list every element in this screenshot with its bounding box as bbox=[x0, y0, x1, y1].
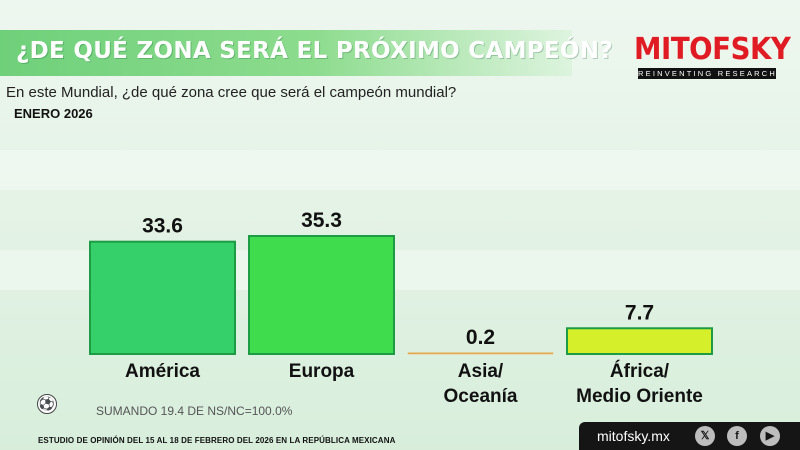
page-title: ¿DE QUÉ ZONA SERÁ EL PRÓXIMO CAMPEÓN? bbox=[16, 38, 613, 64]
background-stripe bbox=[0, 150, 800, 190]
survey-question: En este Mundial, ¿de qué zona cree que s… bbox=[6, 84, 457, 101]
logo-tagline: REINVENTING RESEARCH bbox=[638, 68, 776, 79]
value-label-3: 7.7 bbox=[625, 301, 654, 324]
study-footer: ESTUDIO DE OPINIÓN DEL 15 AL 18 DE FEBRE… bbox=[38, 436, 396, 445]
bar-2 bbox=[407, 352, 554, 355]
title-band bbox=[0, 30, 572, 76]
value-label-1: 35.3 bbox=[301, 209, 342, 232]
category-label-2-0: Asia/ bbox=[458, 361, 504, 382]
category-label-3-0: África/ bbox=[610, 360, 670, 382]
category-label-3-1: Medio Oriente bbox=[576, 386, 703, 407]
brand-logo: MITOFSKY REINVENTING RESEARCH bbox=[634, 32, 791, 79]
logo-wordmark: MITOFSKY bbox=[634, 32, 791, 67]
category-label-0-0: América bbox=[125, 361, 200, 382]
category-label-1-0: Europa bbox=[289, 361, 355, 382]
facebook-icon[interactable]: f bbox=[727, 426, 747, 446]
bar-0 bbox=[89, 240, 236, 356]
category-label-2-1: Oceanía bbox=[444, 386, 518, 407]
survey-period: ENERO 2026 bbox=[14, 106, 93, 121]
bar-3 bbox=[566, 327, 713, 355]
youtube-icon[interactable]: ▶ bbox=[760, 426, 780, 446]
value-label-0: 33.6 bbox=[142, 215, 183, 238]
bar-1 bbox=[248, 235, 395, 355]
website-link[interactable]: mitofsky.mx bbox=[597, 428, 670, 444]
soccer-ball-icon: ⚽ bbox=[37, 394, 57, 414]
value-label-2: 0.2 bbox=[466, 326, 495, 349]
x-icon[interactable]: 𝕏 bbox=[695, 426, 715, 446]
bars-layer: 33.6 América 35.3 Europa 0.2 Asia/Oceanía 7.7 Á… bbox=[89, 209, 713, 407]
footnote: SUMANDO 19.4 DE NS/NC=100.0% bbox=[96, 404, 293, 418]
